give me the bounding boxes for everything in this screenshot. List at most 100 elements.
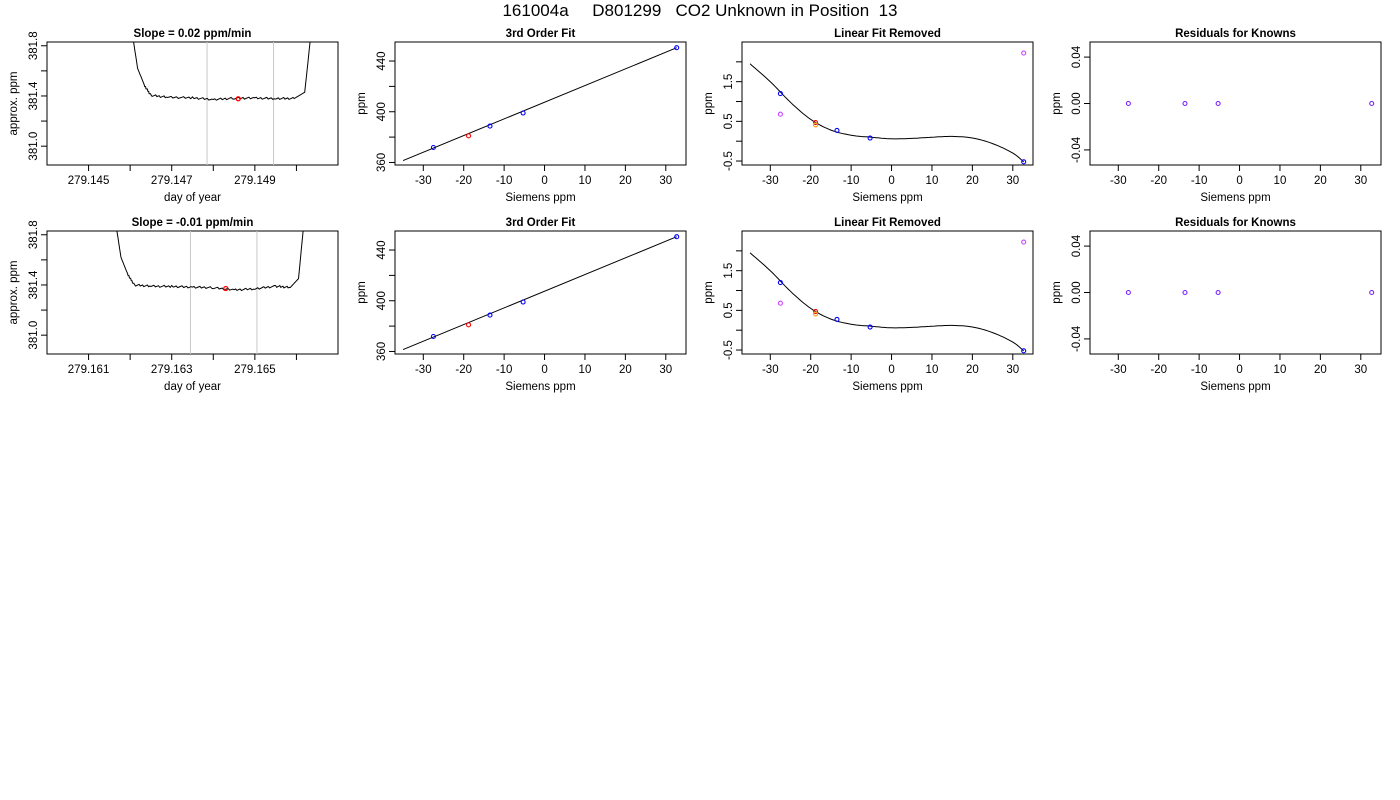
plot-frame bbox=[46, 41, 339, 166]
x-tick-label: -30 bbox=[1110, 364, 1127, 376]
x-tick-label: -10 bbox=[1191, 175, 1208, 187]
chart-panel: 3rd Order Fit -30 -20 -10 0 10 20 30 Siemens ppm… bbox=[356, 217, 687, 393]
data-point bbox=[1182, 289, 1188, 296]
y-tick-label: 381.0 bbox=[28, 321, 40, 350]
y-tick-label: 400 bbox=[376, 291, 388, 310]
x-tick-label: 0 bbox=[888, 364, 894, 376]
y-tick-label: 1.5 bbox=[723, 74, 735, 90]
data-point bbox=[777, 91, 783, 97]
y-tick-label: 440 bbox=[376, 240, 388, 259]
data-point bbox=[777, 300, 783, 306]
y-tick-label: 381.8 bbox=[28, 220, 40, 249]
x-tick-label: 30 bbox=[1006, 175, 1019, 187]
y-axis-label: ppm bbox=[356, 92, 368, 114]
x-tick-label: 0 bbox=[541, 175, 547, 187]
x-tick-label: 20 bbox=[1314, 175, 1327, 187]
data-point bbox=[487, 123, 493, 129]
data-point bbox=[1215, 100, 1221, 107]
data-point bbox=[674, 45, 680, 51]
y-axis-label: ppm bbox=[356, 281, 368, 303]
x-tick-label: 279.149 bbox=[234, 175, 276, 187]
x-tick-label: -20 bbox=[1150, 364, 1167, 376]
y-tick-label: 1.5 bbox=[723, 263, 735, 279]
plot-frame bbox=[741, 41, 1034, 166]
data-point bbox=[1125, 289, 1131, 296]
data-point bbox=[1215, 289, 1221, 296]
y-tick-label: 381.4 bbox=[28, 270, 40, 299]
x-tick-label: -10 bbox=[496, 364, 513, 376]
y-tick-label: 0.5 bbox=[723, 302, 735, 318]
data-point bbox=[1125, 100, 1131, 107]
highlight-point bbox=[235, 96, 241, 102]
x-tick-label: 279.161 bbox=[68, 364, 110, 376]
x-tick-label: 0 bbox=[541, 364, 547, 376]
plot-frame bbox=[46, 230, 339, 355]
y-tick-label: 400 bbox=[376, 102, 388, 121]
x-tick-label: 10 bbox=[1274, 175, 1287, 187]
y-axis-label: ppm bbox=[703, 281, 715, 303]
x-axis-label: Siemens ppm bbox=[852, 192, 922, 204]
plot-area bbox=[116, 231, 304, 354]
x-axis-label: Siemens ppm bbox=[505, 381, 575, 393]
chart-title: 3rd Order Fit bbox=[506, 28, 576, 40]
x-tick-label: 30 bbox=[1354, 364, 1367, 376]
y-axis-label: ppm bbox=[703, 92, 715, 114]
x-tick-label: 20 bbox=[966, 364, 979, 376]
data-trace-line bbox=[116, 231, 304, 292]
plot-frame bbox=[741, 230, 1034, 355]
x-axis-label: Siemens ppm bbox=[505, 192, 575, 204]
y-tick-label: 0.00 bbox=[1071, 281, 1083, 303]
plot-area bbox=[1125, 289, 1375, 296]
fit-curve bbox=[749, 63, 1024, 163]
data-point bbox=[777, 111, 783, 117]
chart-title: Residuals for Knowns bbox=[1175, 28, 1296, 40]
x-axis-label: day of year bbox=[164, 381, 221, 393]
chart-panel: 3rd Order Fit -30 -20 -10 0 10 20 30 Siemens ppm… bbox=[356, 28, 687, 204]
data-point bbox=[813, 311, 819, 317]
data-point bbox=[1021, 239, 1027, 245]
y-tick-label: -0.04 bbox=[1071, 136, 1083, 163]
data-point bbox=[520, 299, 526, 305]
y-tick-label: 440 bbox=[376, 51, 388, 70]
data-point bbox=[430, 333, 436, 340]
chart-title: Slope = 0.02 ppm/min bbox=[134, 28, 252, 40]
plot-area bbox=[133, 42, 311, 165]
x-tick-label: 20 bbox=[619, 175, 632, 187]
data-point bbox=[1021, 348, 1027, 354]
x-tick-label: 30 bbox=[1354, 175, 1367, 187]
x-axis-label: day of year bbox=[164, 192, 221, 204]
fit-line bbox=[402, 47, 677, 162]
x-tick-label: -20 bbox=[802, 175, 819, 187]
data-point bbox=[674, 234, 680, 240]
fit-line bbox=[402, 236, 677, 351]
data-point bbox=[487, 312, 493, 318]
x-tick-label: 10 bbox=[1274, 364, 1287, 376]
x-axis-label: Siemens ppm bbox=[1200, 381, 1270, 393]
page-title: 161004a D801299 CO2 Unknown in Position … bbox=[502, 1, 898, 20]
data-point bbox=[1021, 50, 1027, 56]
x-tick-label: 20 bbox=[619, 364, 632, 376]
data-point bbox=[834, 127, 840, 134]
x-tick-label: 0 bbox=[1236, 364, 1242, 376]
highlight-point bbox=[223, 285, 229, 292]
chart-panel: Linear Fit Removed -30 -20 -10 0 10 20 30 Siemen… bbox=[703, 28, 1034, 204]
y-tick-label: 0.5 bbox=[723, 113, 735, 129]
data-point bbox=[466, 322, 472, 328]
data-point bbox=[1369, 100, 1375, 107]
data-point bbox=[867, 135, 873, 141]
data-point bbox=[813, 119, 819, 126]
data-point bbox=[520, 110, 526, 116]
data-point bbox=[813, 308, 819, 315]
x-tick-label: 0 bbox=[888, 175, 894, 187]
x-tick-label: -10 bbox=[496, 175, 513, 187]
y-tick-label: -0.5 bbox=[723, 151, 735, 171]
chart-title: Linear Fit Removed bbox=[834, 217, 941, 229]
x-tick-label: 20 bbox=[966, 175, 979, 187]
plot-frame bbox=[394, 230, 687, 355]
x-tick-label: 10 bbox=[579, 364, 592, 376]
y-tick-label: 360 bbox=[376, 153, 388, 172]
x-tick-label: -30 bbox=[762, 364, 779, 376]
chart-title: 3rd Order Fit bbox=[506, 217, 576, 229]
x-tick-label: 30 bbox=[659, 364, 672, 376]
